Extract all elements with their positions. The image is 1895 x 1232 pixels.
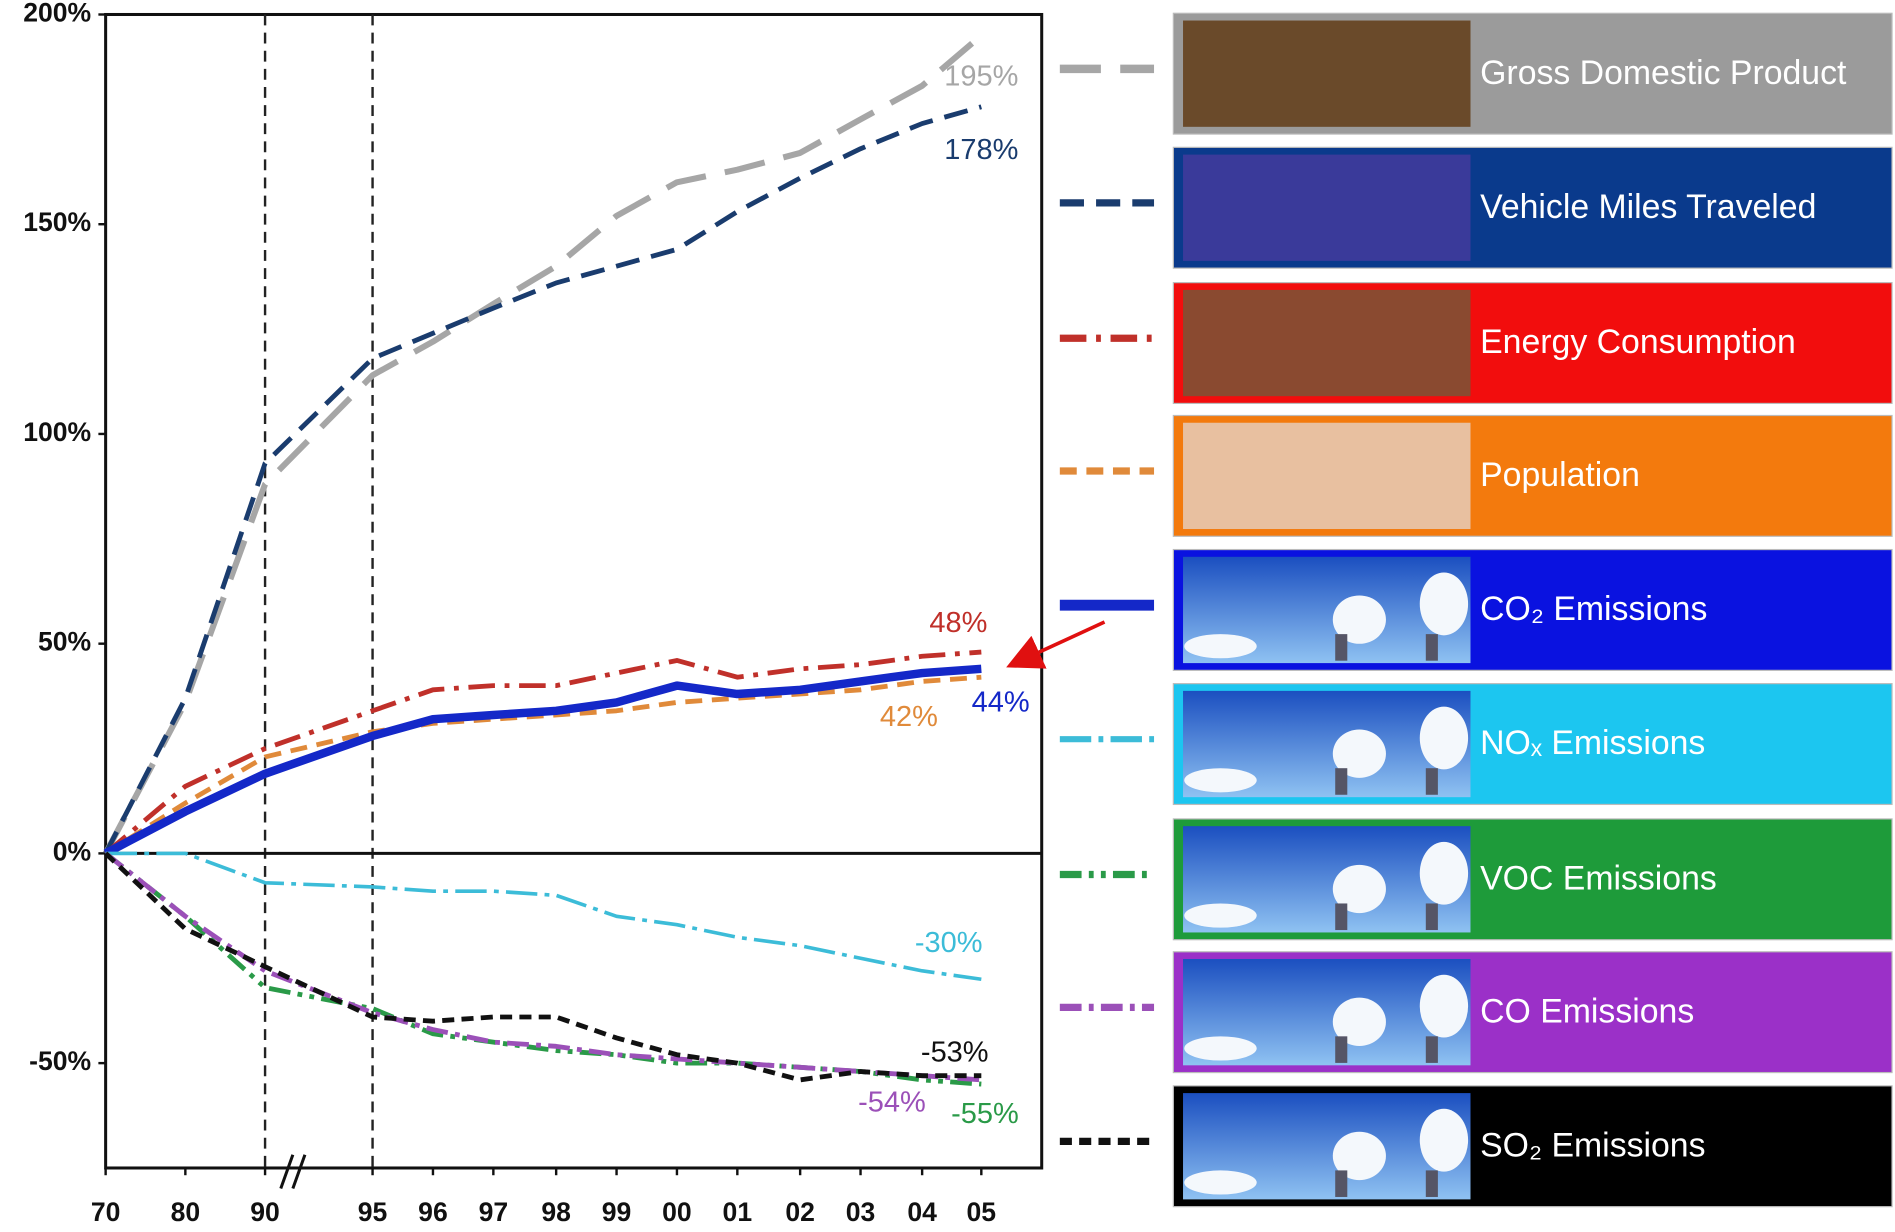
- data-label: -54%: [858, 1087, 926, 1119]
- photo-smoke: [1332, 997, 1386, 1046]
- legend-item: VOC Emissions: [1059, 818, 1893, 941]
- x-tick-label: 96: [418, 1197, 448, 1227]
- legend-label: Vehicle Miles Traveled: [1480, 188, 1816, 226]
- legend-item: NOₓ Emissions: [1059, 683, 1893, 806]
- y-tick-label: 200%: [23, 0, 91, 28]
- x-tick-label: 70: [91, 1197, 121, 1227]
- legend-label: CO₂ Emissions: [1480, 590, 1707, 628]
- x-tick-label: 80: [171, 1197, 201, 1227]
- legend-item: CO Emissions: [1059, 951, 1893, 1074]
- photo-stack: [1335, 1036, 1348, 1063]
- photo-stack: [1335, 1170, 1348, 1197]
- photo-smoke: [1419, 1108, 1469, 1172]
- photo-smoke: [1419, 572, 1469, 636]
- series-line: [105, 851, 982, 982]
- legend-item: CO₂ Emissions: [1059, 548, 1893, 671]
- photo-smoke: [1184, 634, 1257, 659]
- photo-stack: [1425, 903, 1438, 931]
- photo-stack: [1425, 768, 1438, 795]
- legend-item: SO₂ Emissions: [1059, 1085, 1893, 1208]
- legend-label: Gross Domestic Product: [1480, 54, 1847, 92]
- series-line: [104, 649, 982, 856]
- legend-item: Vehicle Miles Traveled: [1059, 146, 1893, 269]
- legend-photo: [1183, 20, 1471, 127]
- data-label: 44%: [972, 687, 1030, 719]
- series-line: [102, 33, 984, 855]
- photo-stack: [1335, 634, 1348, 661]
- legend-photo: [1183, 422, 1471, 530]
- legend-item: Gross Domestic Product: [1059, 12, 1893, 135]
- legend-photo: [1183, 289, 1471, 397]
- y-tick-label: 0%: [53, 836, 91, 866]
- x-tick-label: 02: [785, 1197, 815, 1227]
- series-line: [103, 104, 982, 855]
- series-line: [104, 851, 982, 1083]
- photo-smoke: [1184, 1170, 1257, 1195]
- data-label: -30%: [915, 927, 983, 959]
- photo-stack: [1335, 903, 1348, 931]
- x-tick-label: 97: [479, 1197, 509, 1227]
- x-tick-label: 95: [358, 1197, 388, 1227]
- x-tick-label: 98: [541, 1197, 571, 1227]
- photo-stack: [1425, 1170, 1438, 1197]
- data-label: -53%: [921, 1037, 989, 1069]
- series-line: [103, 664, 982, 858]
- data-label: 42%: [880, 701, 938, 733]
- data-label: 48%: [929, 607, 987, 639]
- photo-smoke: [1332, 864, 1386, 914]
- photo-smoke: [1184, 1036, 1257, 1061]
- legend-item: Population: [1059, 414, 1893, 537]
- photo-smoke: [1419, 841, 1469, 905]
- x-tick-label: 00: [662, 1197, 692, 1227]
- x-tick-label: 05: [967, 1197, 997, 1227]
- x-tick-label: 01: [723, 1197, 753, 1227]
- photo-smoke: [1419, 706, 1469, 770]
- legend-label: NOₓ Emissions: [1480, 724, 1705, 762]
- photo-smoke: [1332, 595, 1386, 644]
- series-line: [104, 851, 982, 1087]
- x-tick-label: 90: [250, 1197, 280, 1227]
- photo-smoke: [1184, 768, 1257, 793]
- x-tick-label: 99: [602, 1197, 632, 1227]
- data-label: 195%: [944, 60, 1018, 92]
- legend-item: Energy Consumption: [1059, 282, 1893, 405]
- pointer-arrow: [1006, 620, 1106, 669]
- legend-label: VOC Emissions: [1480, 859, 1717, 897]
- plot-frame: [104, 12, 1044, 1170]
- legend-label: SO₂ Emissions: [1480, 1126, 1705, 1164]
- y-tick-label: 150%: [23, 207, 91, 237]
- legend-label: Energy Consumption: [1480, 323, 1796, 361]
- photo-stack: [1425, 634, 1438, 661]
- legend-label: CO Emissions: [1480, 992, 1694, 1030]
- x-tick-label: 04: [907, 1197, 937, 1227]
- y-tick-label: -50%: [29, 1046, 91, 1076]
- series-line: [103, 851, 982, 1083]
- axis-break: [279, 1154, 307, 1190]
- y-tick-label: 50%: [38, 627, 91, 657]
- series-line: [104, 674, 982, 856]
- photo-smoke: [1419, 974, 1469, 1038]
- data-label: 178%: [944, 134, 1018, 166]
- photo-stack: [1335, 768, 1348, 795]
- photo-smoke: [1332, 729, 1386, 778]
- photo-stack: [1425, 1036, 1438, 1063]
- legend-photo: [1183, 154, 1471, 261]
- photo-smoke: [1184, 903, 1257, 928]
- photo-smoke: [1332, 1131, 1386, 1181]
- legend-label: Population: [1480, 456, 1640, 494]
- y-tick-label: 100%: [23, 417, 91, 447]
- x-tick-label: 03: [846, 1197, 876, 1227]
- data-label: -55%: [951, 1098, 1019, 1130]
